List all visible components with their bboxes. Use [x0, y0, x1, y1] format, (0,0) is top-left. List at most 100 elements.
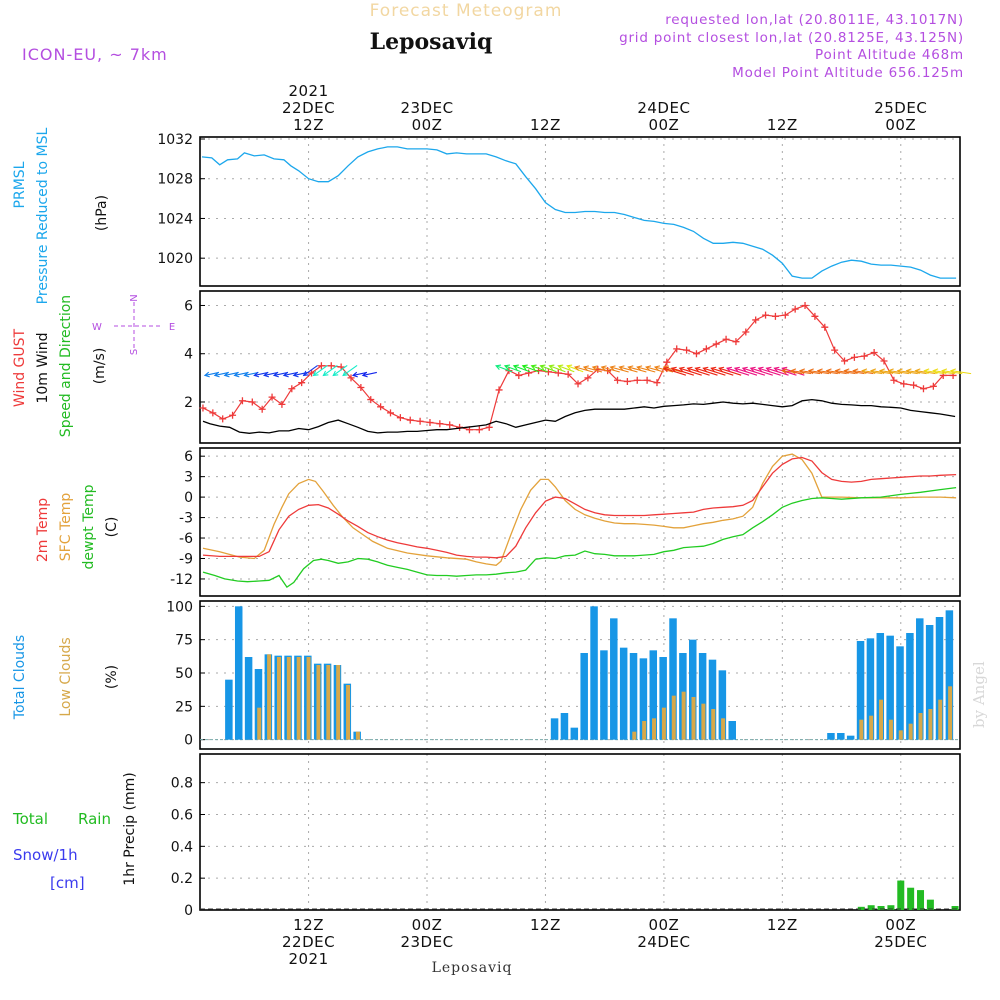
wind-speed-dir-label: Speed and Direction [58, 295, 74, 437]
wind-arrow-head [765, 366, 772, 373]
plot-layer: 1020 1024 1028 1032 2 4 6 -12 -9 -6 -3 0 3 6 0 25 50 75 10… [157, 82, 972, 968]
wind-arrow-shaft [558, 365, 575, 373]
wind-arrow-shaft [342, 364, 358, 376]
wind-arrow-head [741, 366, 748, 373]
total-cloud-bar [619, 647, 628, 740]
wind-direction-arrow [332, 364, 348, 377]
gust-marker [278, 400, 286, 408]
top-time-label: 00Z [648, 116, 679, 134]
wind-arrow-head [539, 364, 546, 370]
gust-marker [781, 311, 789, 319]
wind-arrow-head [773, 366, 780, 373]
wind-arrow-head [852, 368, 859, 375]
rain-bar [877, 906, 885, 910]
wind-arrow-shaft [549, 365, 566, 373]
wind-arrow-head [361, 371, 368, 378]
wind-arrow-head [282, 371, 289, 378]
wind-arrow-head [905, 368, 912, 375]
low-cloud-bar [336, 665, 341, 740]
wind-arrow-head [530, 364, 537, 370]
panel-frame [199, 753, 961, 911]
wind-arrow-shaft [504, 365, 522, 373]
wind-arrow-shaft [628, 366, 647, 373]
total-cloud-bar [718, 670, 727, 740]
low-cloud-bar [276, 657, 281, 740]
wind-arrow-head [923, 368, 930, 375]
gust-marker [900, 380, 908, 388]
wind-arrow-head [292, 371, 299, 378]
compass-north: N [129, 294, 140, 301]
wind-arrow-head [600, 365, 607, 371]
wind-arrow-shaft [495, 365, 513, 373]
precip-total-label: Total [12, 810, 48, 828]
wind-arrow-head [718, 366, 725, 373]
y-tick-label: 1024 [157, 211, 193, 227]
gust-marker [268, 393, 276, 401]
total-cloud-bar [906, 633, 914, 740]
gust-marker [643, 376, 651, 384]
wind-direction-arrow [495, 364, 513, 373]
wind-arrow-shaft [645, 366, 665, 373]
y-tick-label: 100 [166, 599, 193, 615]
wind-arrow-head [495, 364, 502, 370]
y-tick-label: 2 [184, 395, 193, 411]
low-cloud-bar [671, 695, 676, 740]
gust-marker [831, 346, 839, 354]
wind-arrow-head [887, 368, 894, 375]
total-cloud-bar [698, 653, 707, 740]
y-tick-label: 6 [184, 449, 193, 465]
wind-arrow-head [566, 364, 573, 370]
total-cloud-bar [837, 733, 845, 740]
wind-arrow-shaft [583, 366, 603, 373]
panel-1: 2 4 6 [184, 290, 972, 444]
point-altitude: Point Altitude 468m [815, 47, 964, 63]
total-cloud-bar [560, 713, 569, 740]
gust-marker [238, 397, 246, 405]
wind-arrow-head [790, 368, 797, 375]
low-cloud-bar [326, 665, 331, 740]
low-cloud-bar [316, 665, 321, 740]
precip-axis-label: 1hr Precip (mm) [122, 772, 138, 885]
wind-arrow-head [548, 364, 555, 370]
gust-marker [663, 358, 671, 366]
wind-arrow-shaft [610, 366, 629, 373]
bottom-time-label: 12Z [293, 916, 324, 934]
wind-direction-arrow [263, 371, 279, 378]
gust-marker [742, 328, 750, 336]
gust-marker [446, 421, 454, 429]
gust-marker [880, 357, 888, 365]
total-cloud-bar [639, 658, 648, 740]
total-cloud-bar [590, 606, 598, 740]
bottom-time-label: 12Z [767, 916, 798, 934]
wind-arrow-shaft [264, 371, 279, 376]
gust-marker [515, 371, 523, 379]
rain-bar [926, 899, 934, 910]
wind-direction-arrow [253, 371, 269, 378]
gust-marker [317, 362, 325, 370]
panel-frame [199, 136, 961, 287]
total-cloud-bar [649, 650, 658, 740]
wind-direction-arrow [636, 365, 656, 373]
low-cloud-bar [869, 715, 874, 740]
gust-marker [692, 350, 700, 358]
wind-arrow-head [312, 370, 319, 377]
compass-east: E [169, 322, 175, 333]
wind-arrow-shaft [566, 365, 584, 373]
wind-direction-arrow [342, 364, 358, 377]
wind-arrow-head [557, 364, 564, 370]
gust-marker [574, 380, 582, 388]
compass-west: W [92, 322, 102, 333]
low-cloud-bar [306, 657, 311, 740]
total-cloud-bar [846, 735, 855, 740]
rain-bar [897, 880, 905, 910]
gust-marker [771, 312, 779, 320]
wind-arrow-shaft [619, 366, 638, 373]
low-cloud-bar [928, 709, 933, 740]
wind-arrow-head [816, 368, 823, 375]
gust-marker [801, 301, 809, 309]
top-time-label: 22DEC [282, 99, 335, 117]
gust-marker [811, 312, 819, 320]
wind-arrow-head [342, 370, 349, 377]
total-cloud-bar [876, 633, 885, 740]
